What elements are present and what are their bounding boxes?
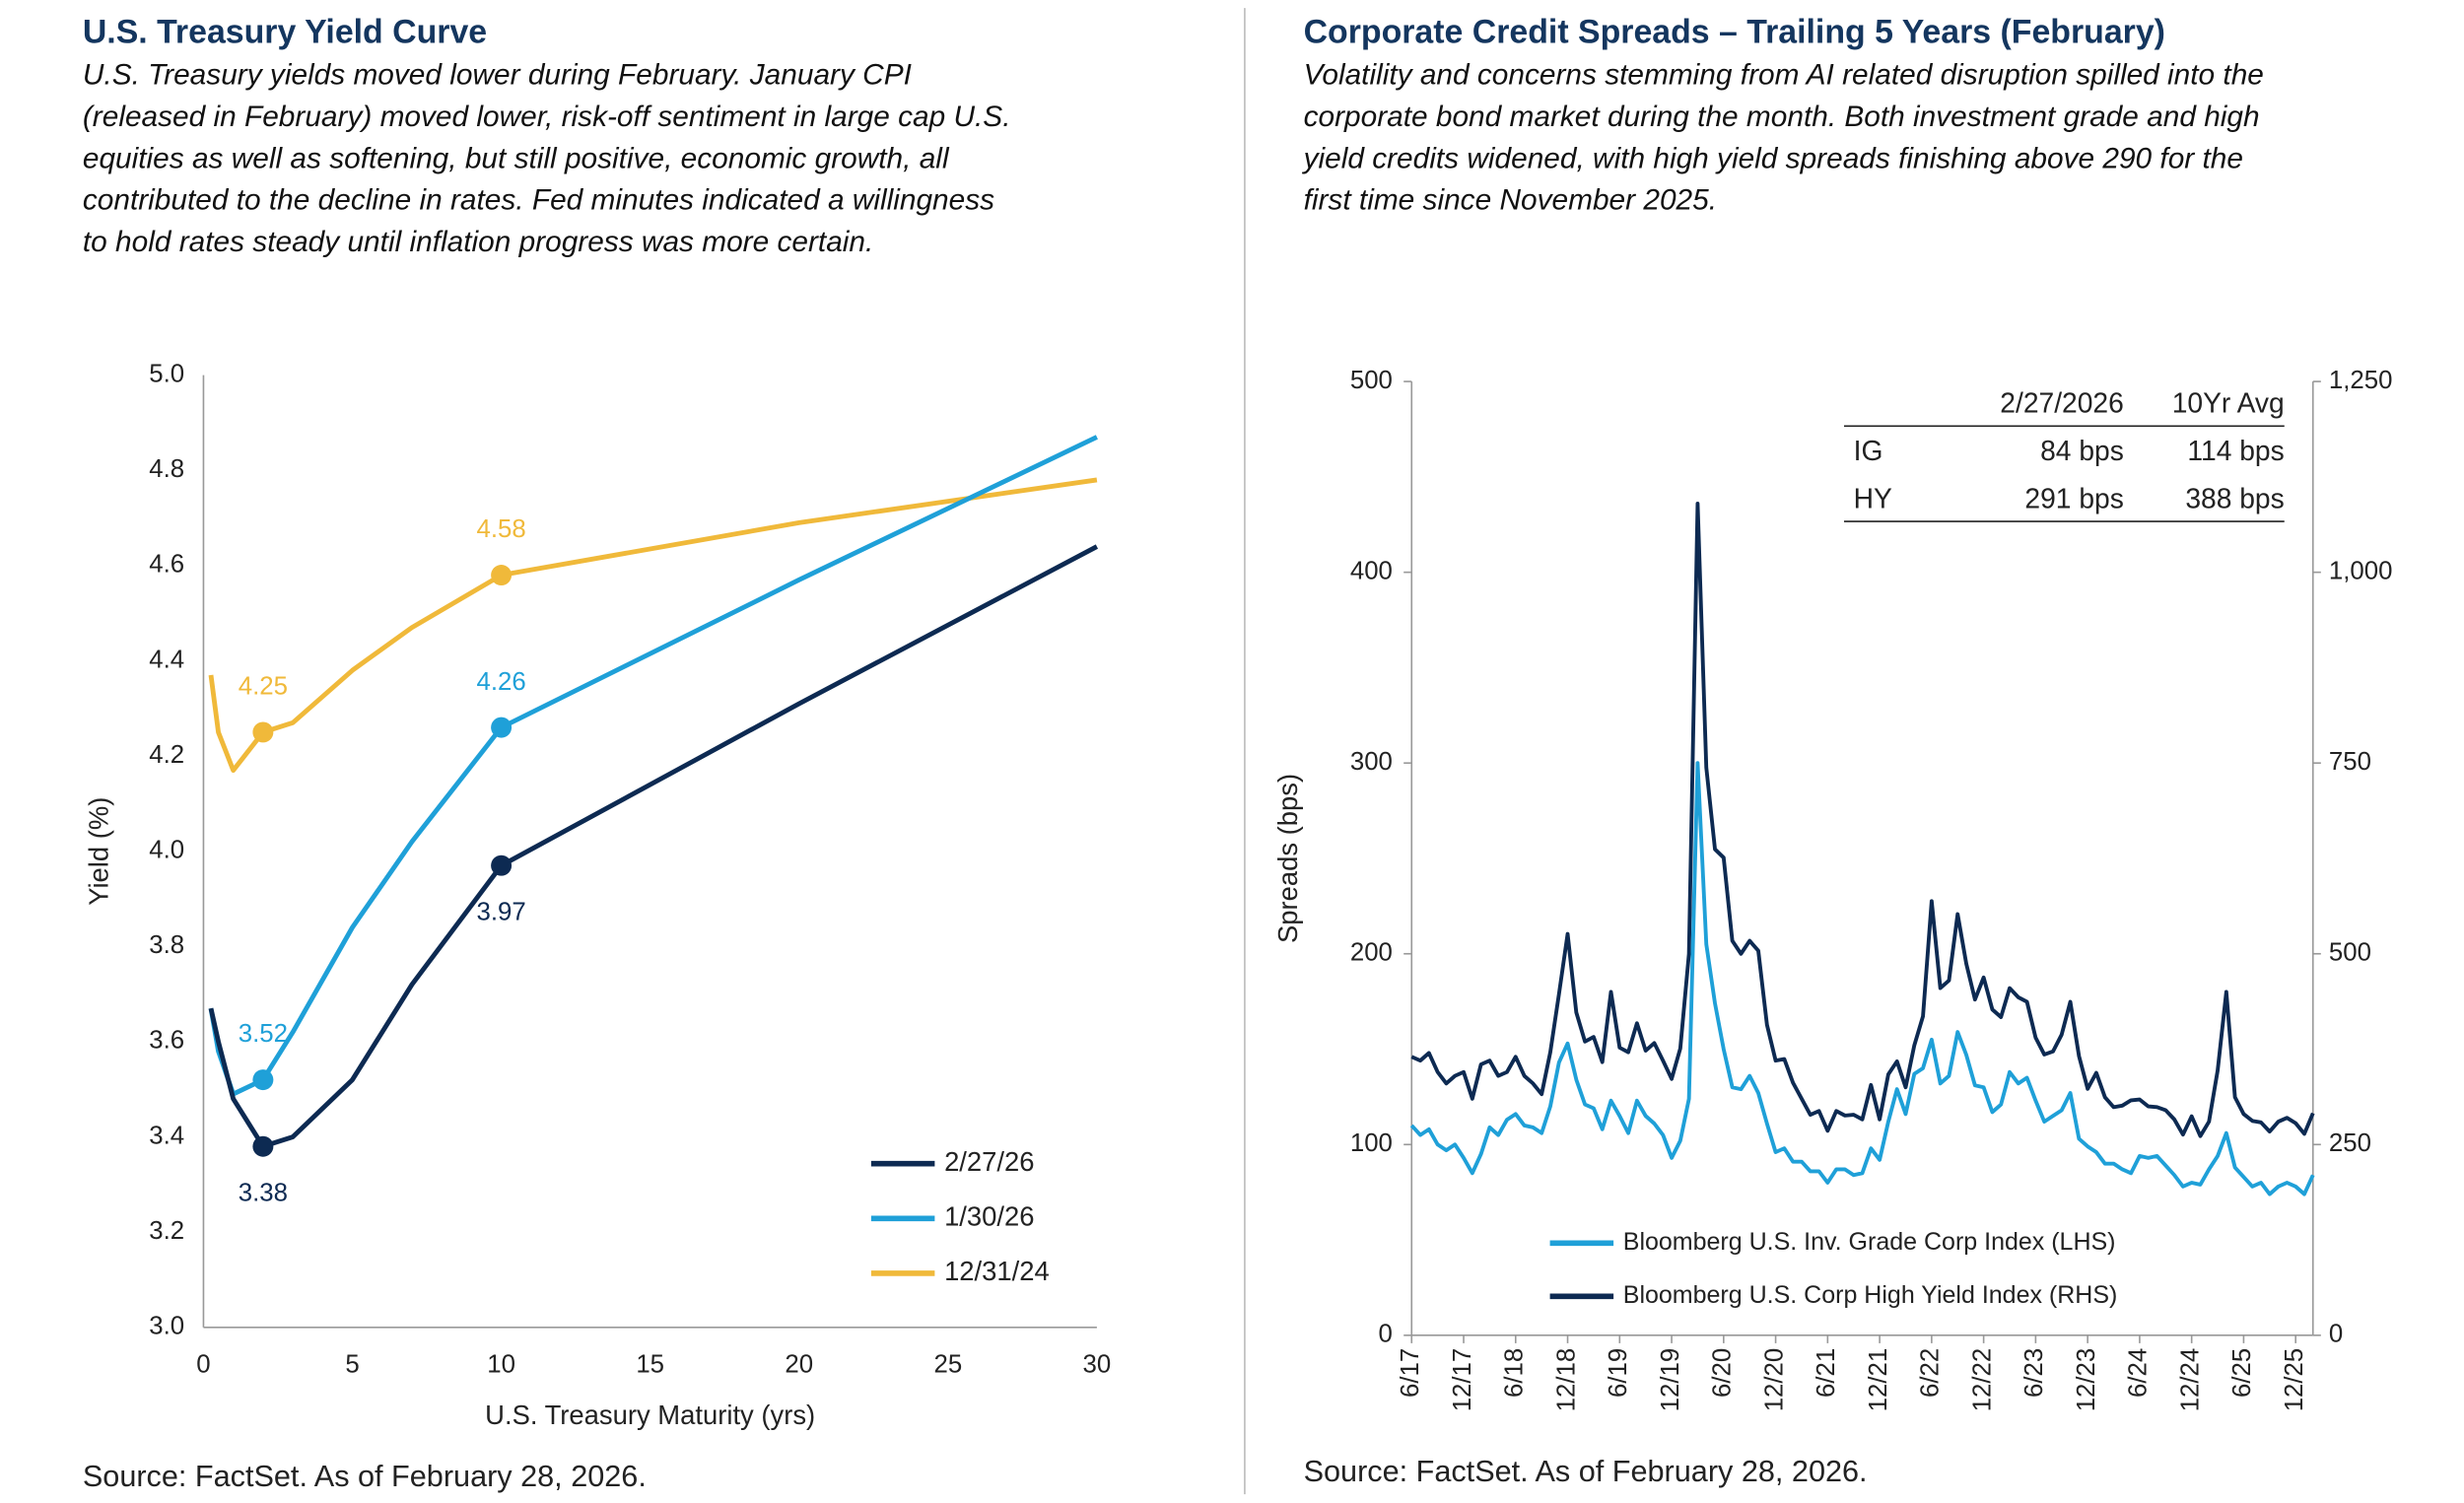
subtitle-line: U.S. Treasury yields moved lower during … xyxy=(83,58,912,91)
x-tick-label: 6/25 xyxy=(2228,1348,2256,1398)
y2-tick-label: 1,000 xyxy=(2329,557,2393,584)
legend-label: 1/30/26 xyxy=(944,1201,1034,1232)
y2-tick-label: 500 xyxy=(2329,939,2371,967)
y2-tick-label: 750 xyxy=(2329,748,2371,776)
data-point xyxy=(252,1069,274,1091)
legend-label: 12/31/24 xyxy=(944,1256,1050,1286)
table-header: 2/27/2026 xyxy=(2000,387,2124,419)
x-tick-label: 0 xyxy=(196,1350,210,1378)
y2-tick-label: 250 xyxy=(2329,1129,2371,1157)
subtitle-line: yield credits widened, with high yield s… xyxy=(1302,142,2243,174)
data-point xyxy=(491,717,513,738)
subtitle-line: corporate bond market during the month. … xyxy=(1304,101,2260,133)
data-label: 3.97 xyxy=(476,898,525,925)
x-tick-label: 6/19 xyxy=(1605,1348,1632,1398)
y-tick-label: 200 xyxy=(1350,939,1393,967)
subtitle-line: contributed to the decline in rates. Fed… xyxy=(83,184,994,217)
y2-tick-label: 0 xyxy=(2329,1321,2343,1348)
legend-label: 2/27/26 xyxy=(944,1146,1034,1177)
x-tick-label: 12/17 xyxy=(1449,1348,1476,1412)
legend-label: Bloomberg U.S. Corp High Yield Index (RH… xyxy=(1623,1281,2118,1309)
y-tick-label: 300 xyxy=(1350,748,1393,776)
x-tick-label: 30 xyxy=(1083,1350,1112,1378)
data-label: 4.58 xyxy=(476,515,525,543)
y-tick-label: 4.2 xyxy=(149,741,184,769)
table-cell: 84 bps xyxy=(2040,435,2124,466)
x-tick-label: 6/22 xyxy=(1917,1348,1945,1398)
series-line xyxy=(208,544,1099,1149)
series-line xyxy=(1410,502,2315,1138)
y-tick-label: 3.8 xyxy=(149,931,184,959)
y-tick-label: 100 xyxy=(1350,1129,1393,1157)
y-tick-label: 3.2 xyxy=(149,1217,184,1245)
subtitle-line: first time since November 2025. xyxy=(1304,184,1717,217)
x-tick-label: 6/18 xyxy=(1501,1348,1529,1398)
y2-tick-label: 1,250 xyxy=(2329,367,2393,394)
table-header: 10Yr Avg xyxy=(2172,387,2285,419)
x-tick-label: 5 xyxy=(345,1350,359,1378)
legend-label: Bloomberg U.S. Inv. Grade Corp Index (LH… xyxy=(1623,1228,2116,1256)
data-point xyxy=(491,565,513,586)
y-tick-label: 5.0 xyxy=(149,360,184,387)
data-label: 3.38 xyxy=(239,1179,288,1206)
x-tick-label: 12/21 xyxy=(1865,1348,1892,1412)
x-tick-label: 12/18 xyxy=(1552,1348,1580,1412)
x-tick-label: 15 xyxy=(636,1350,664,1378)
x-tick-label: 25 xyxy=(933,1350,962,1378)
x-axis-label: U.S. Treasury Maturity (yrs) xyxy=(485,1400,815,1430)
y-tick-label: 4.0 xyxy=(149,837,184,864)
table-cell: 388 bps xyxy=(2185,483,2284,514)
y-tick-label: 500 xyxy=(1350,367,1393,394)
data-point xyxy=(252,1135,274,1157)
source-note: Source: FactSet. As of February 28, 2026… xyxy=(83,1460,647,1493)
x-tick-label: 6/21 xyxy=(1813,1348,1840,1398)
x-tick-label: 6/20 xyxy=(1709,1348,1737,1398)
x-tick-label: 10 xyxy=(487,1350,515,1378)
y-tick-label: 4.6 xyxy=(149,551,184,579)
table-cell: 291 bps xyxy=(2024,483,2123,514)
table-cell: IG xyxy=(1854,435,1883,466)
data-label: 4.26 xyxy=(476,668,525,696)
series-line xyxy=(1409,761,2315,1196)
y-tick-label: 3.0 xyxy=(149,1313,184,1340)
y-tick-label: 4.8 xyxy=(149,455,184,483)
chart-title: Corporate Credit Spreads – Trailing 5 Ye… xyxy=(1304,14,2165,51)
data-point xyxy=(491,854,513,876)
data-point xyxy=(252,721,274,743)
y-axis-label: Spreads (bps) xyxy=(1272,774,1303,943)
y-axis-label: Yield (%) xyxy=(84,797,114,906)
x-tick-label: 6/24 xyxy=(2125,1348,2153,1398)
x-tick-label: 12/19 xyxy=(1657,1348,1684,1412)
y-tick-label: 400 xyxy=(1350,557,1393,584)
x-tick-label: 12/20 xyxy=(1760,1348,1788,1412)
data-label: 3.52 xyxy=(239,1020,288,1048)
source-note: Source: FactSet. As of February 28, 2026… xyxy=(1304,1455,1868,1488)
subtitle-line: Volatility and concerns stemming from AI… xyxy=(1304,58,2264,91)
x-tick-label: 12/25 xyxy=(2281,1348,2308,1412)
x-tick-label: 6/23 xyxy=(2020,1348,2048,1398)
y-tick-label: 3.4 xyxy=(149,1122,184,1149)
y-tick-label: 3.6 xyxy=(149,1027,184,1055)
y-tick-label: 4.4 xyxy=(149,646,184,673)
chart-title: U.S. Treasury Yield Curve xyxy=(83,14,487,51)
x-tick-label: 6/17 xyxy=(1397,1348,1424,1398)
x-tick-label: 12/22 xyxy=(1968,1348,1996,1412)
subtitle-line: (released in February) moved lower, risk… xyxy=(83,101,1011,133)
subtitle-line: equities as well as softening, but still… xyxy=(83,142,950,174)
x-tick-label: 12/24 xyxy=(2176,1348,2204,1412)
series-line xyxy=(208,435,1098,1097)
table-cell: 114 bps xyxy=(2187,435,2284,466)
y-tick-label: 0 xyxy=(1379,1321,1393,1348)
x-tick-label: 20 xyxy=(785,1350,813,1378)
table-cell: HY xyxy=(1854,483,1892,514)
subtitle-line: to hold rates steady until inflation pro… xyxy=(83,226,873,258)
data-label: 4.25 xyxy=(239,673,288,701)
series-line xyxy=(208,477,1098,774)
x-tick-label: 12/23 xyxy=(2073,1348,2100,1412)
